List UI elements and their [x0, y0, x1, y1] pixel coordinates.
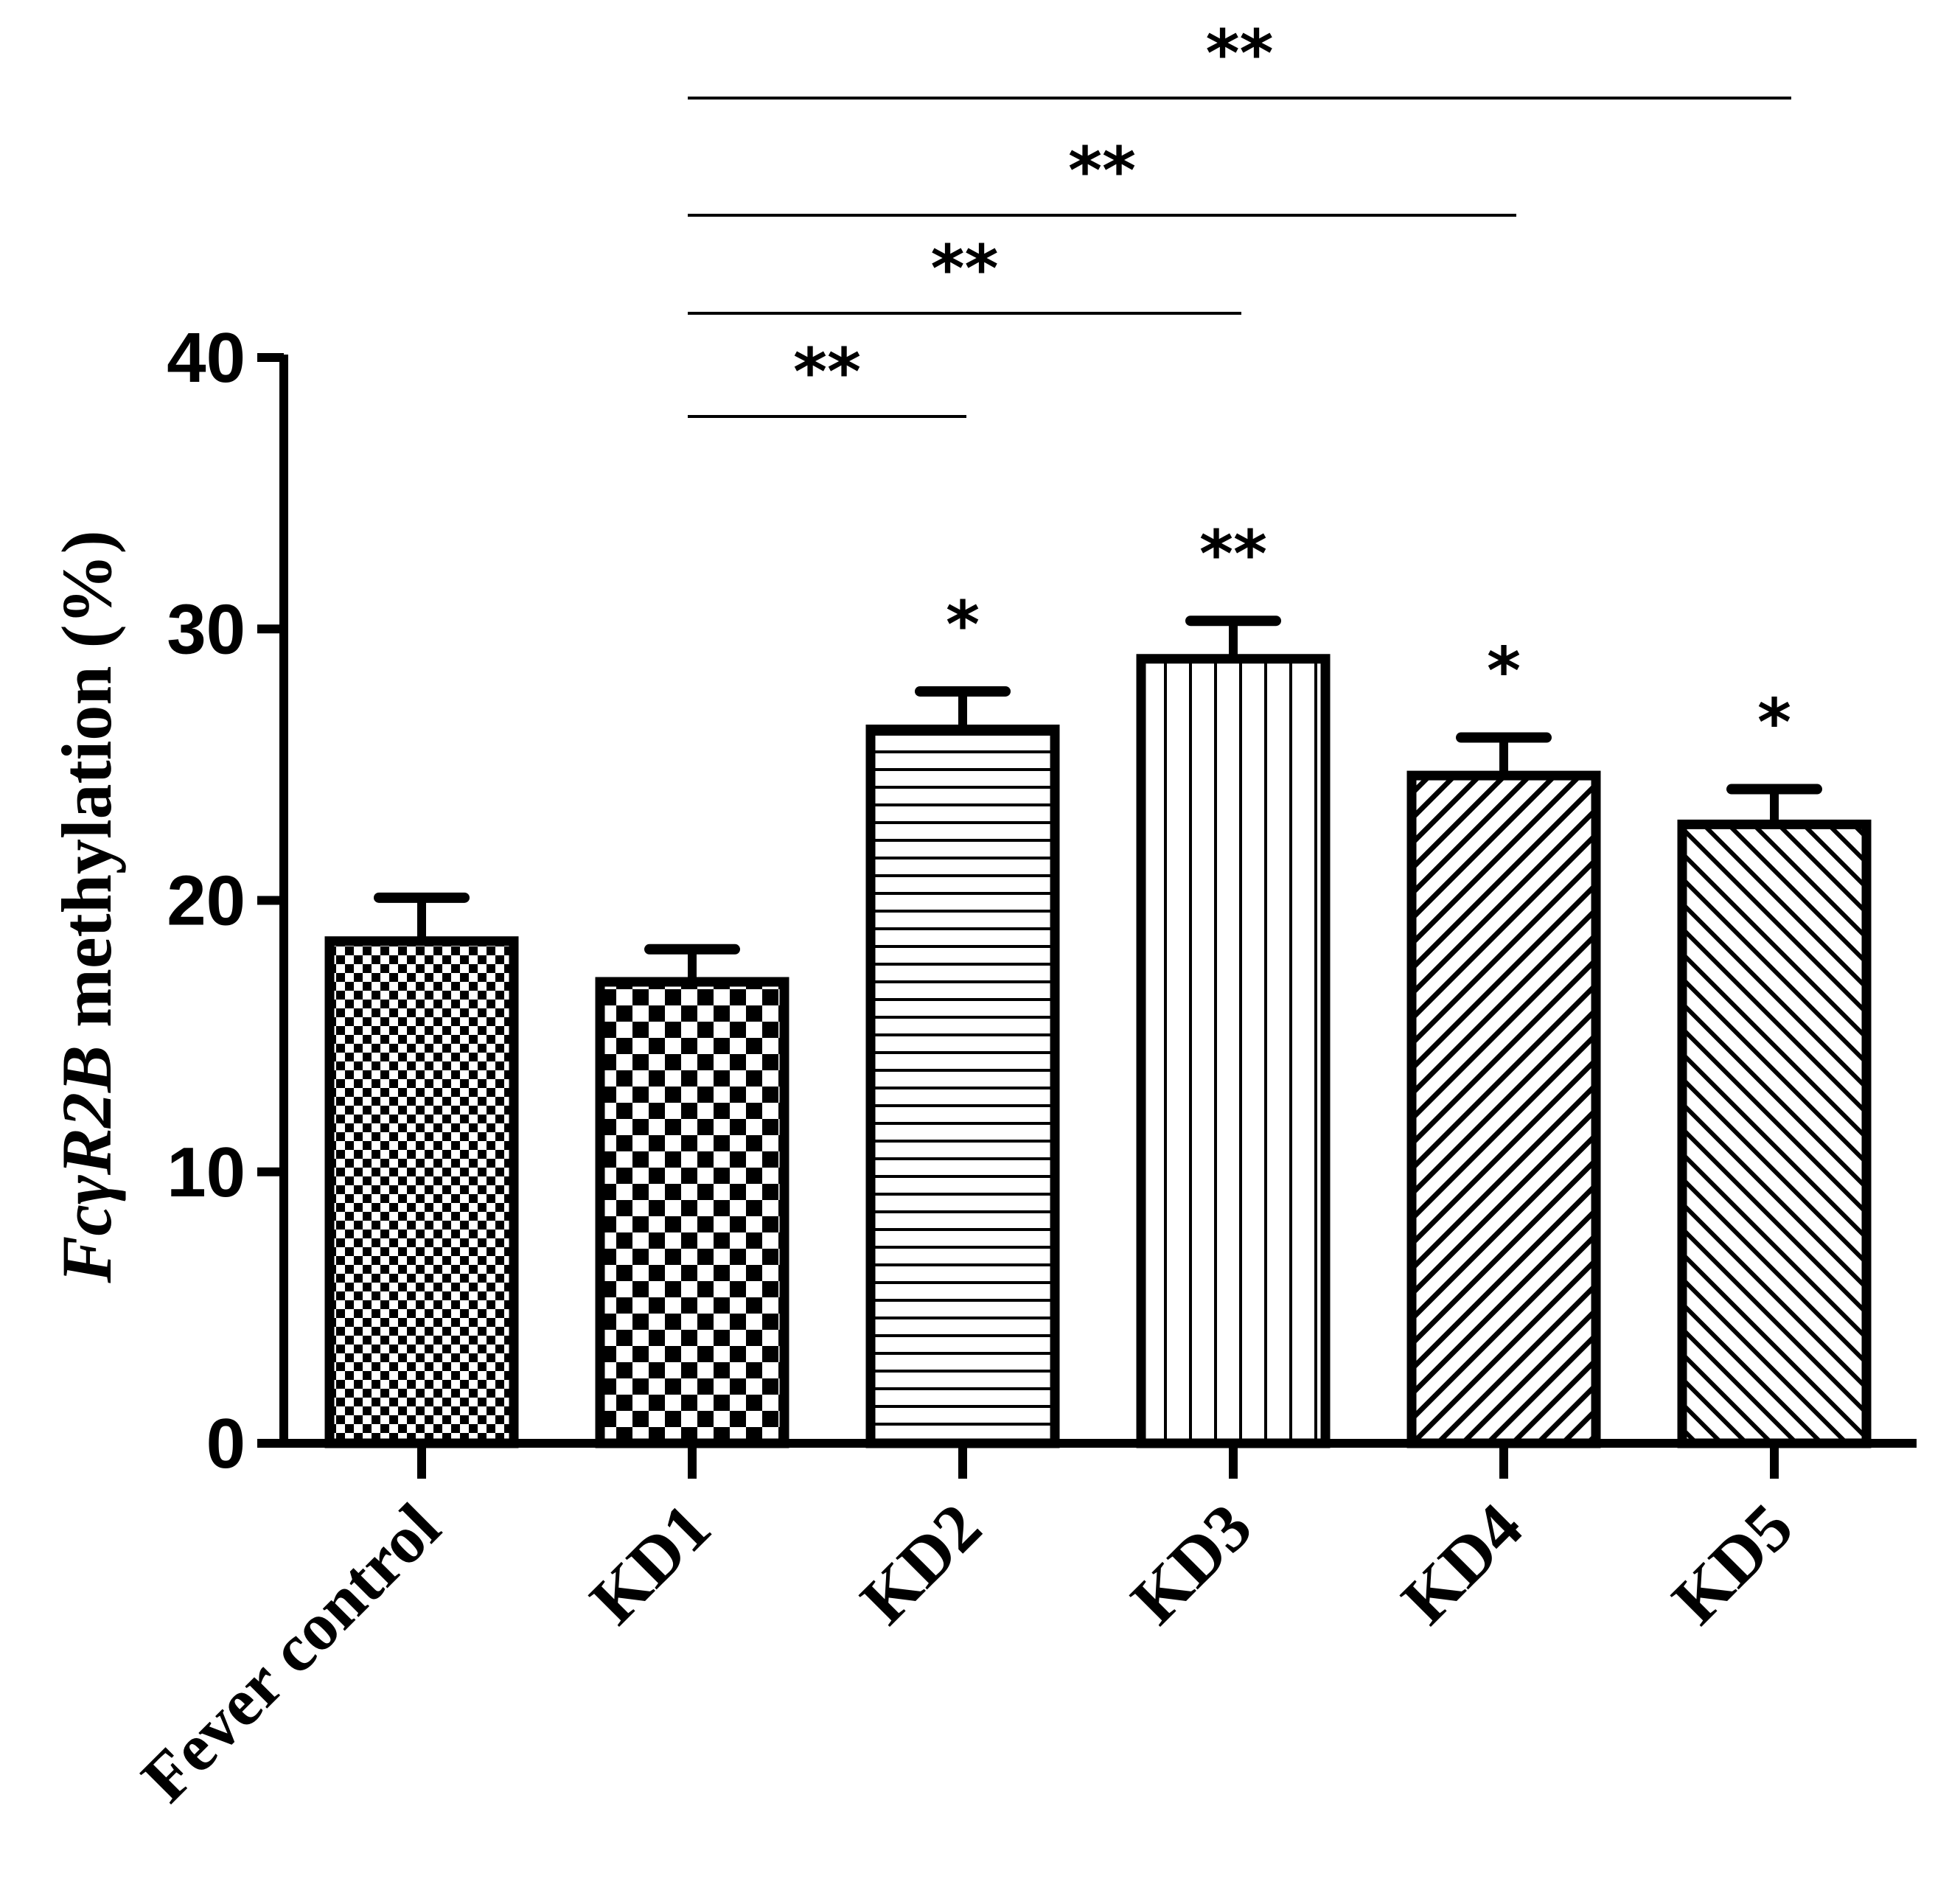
x-tick-label: KD1: [576, 1489, 725, 1638]
y-axis-label-text: methylation (%): [47, 530, 126, 1045]
y-tick-label: 0: [206, 1404, 245, 1483]
bar-significance: *: [1757, 685, 1791, 761]
y-axis-label: FcγR2B methylation (%): [47, 530, 126, 1283]
x-tick-label: KD2: [846, 1489, 995, 1638]
y-axis-label-gene: FcγR2B: [47, 1045, 126, 1284]
bar: [1406, 770, 1601, 1448]
y-tick-label: 10: [167, 1133, 245, 1212]
comparison-label: **: [1205, 15, 1273, 91]
bar: [595, 977, 789, 1448]
bar-significance: *: [946, 587, 980, 663]
y-tick-label: 40: [167, 318, 245, 397]
x-tick-label: KD4: [1387, 1489, 1536, 1638]
bar-significance: **: [1199, 516, 1267, 592]
comparison-label: **: [930, 231, 998, 307]
x-tick-label: Fever control: [127, 1489, 454, 1816]
bar: [1677, 819, 1872, 1448]
x-tick-label: KD3: [1117, 1489, 1266, 1638]
y-tick-label: 20: [167, 862, 245, 941]
comparison-label: **: [793, 334, 861, 410]
bar: [865, 725, 1060, 1448]
bar: [1136, 654, 1331, 1448]
y-tick-label: 30: [167, 590, 245, 669]
bar: [324, 936, 519, 1448]
comparison-label: **: [1068, 133, 1136, 209]
bar-significance: *: [1487, 633, 1521, 709]
x-tick-label: KD5: [1658, 1489, 1807, 1638]
